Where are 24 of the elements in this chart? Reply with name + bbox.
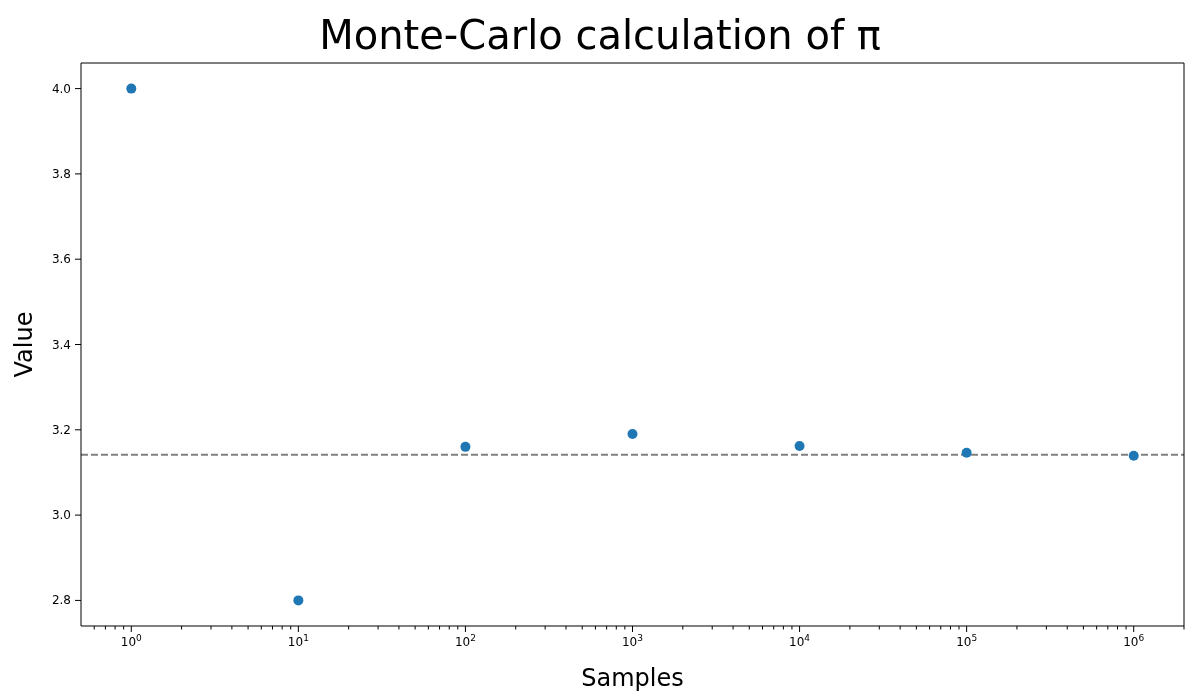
point xyxy=(293,595,304,606)
point xyxy=(961,447,972,458)
y-tick-label: 4.0 xyxy=(51,81,71,96)
x-tick-label: 10$^{2}$ xyxy=(454,633,476,649)
point xyxy=(1128,450,1139,461)
x-tick-label: 10$^{1}$ xyxy=(287,633,309,649)
point xyxy=(460,441,471,452)
y-tick-label: 3.4 xyxy=(51,337,71,352)
x-axis-title: Samples xyxy=(581,664,684,692)
y-axis-title: Value xyxy=(10,311,38,378)
x-tick-label: 10$^{0}$ xyxy=(120,633,143,649)
y-tick-label: 3.6 xyxy=(51,252,71,267)
y-tick-label: 2.8 xyxy=(51,593,71,608)
point xyxy=(627,429,638,440)
x-tick-label: 10$^{6}$ xyxy=(1123,633,1145,649)
point xyxy=(794,441,805,452)
y-tick-label: 3.2 xyxy=(51,422,71,437)
x-tick-label: 10$^{5}$ xyxy=(956,633,978,649)
chart-title: Monte-Carlo calculation of π xyxy=(318,11,882,60)
y-tick-label: 3.8 xyxy=(51,166,71,181)
x-tick-label: 10$^{4}$ xyxy=(789,633,811,649)
point xyxy=(126,83,137,94)
y-tick-label: 3.0 xyxy=(51,508,71,523)
x-tick-label: 10$^{3}$ xyxy=(621,633,644,649)
